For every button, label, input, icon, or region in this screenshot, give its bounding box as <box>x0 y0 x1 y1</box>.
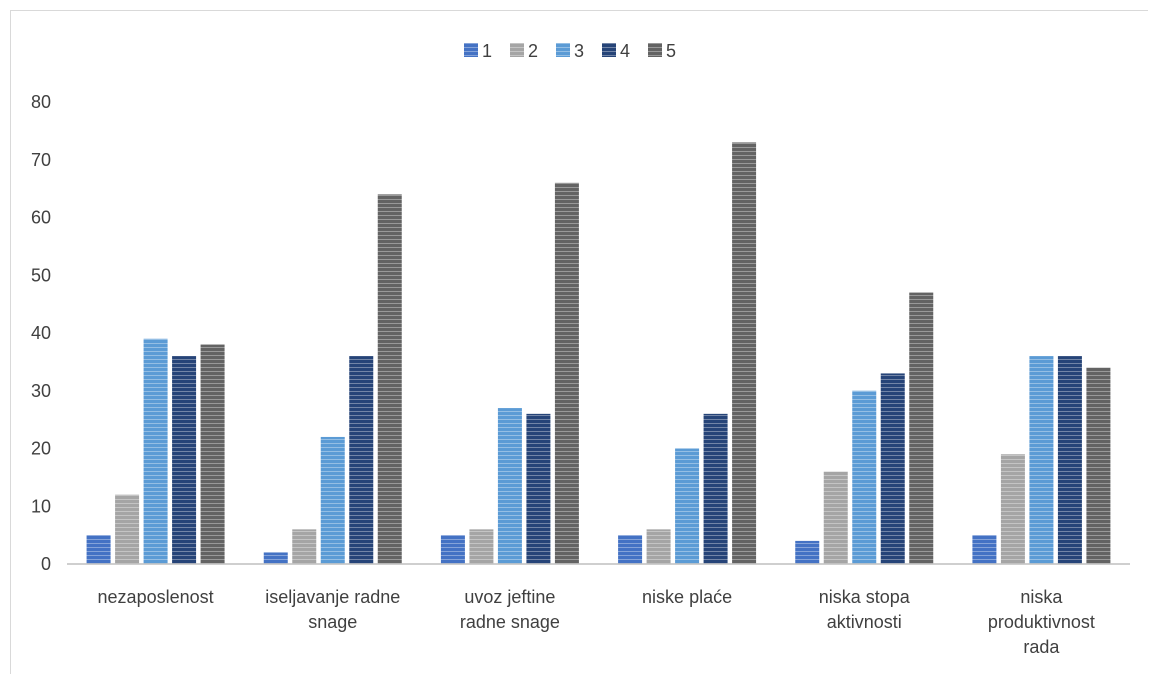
legend-swatch-1 <box>464 43 478 57</box>
y-tick-label: 70 <box>31 150 51 170</box>
bar-series-3-cat-2 <box>497 408 522 564</box>
y-tick-label: 50 <box>31 265 51 285</box>
legend-label-3: 3 <box>574 41 584 61</box>
bar-series-4-cat-5 <box>1057 356 1082 564</box>
bar-series-2-cat-1 <box>292 529 317 564</box>
legend-label-2: 2 <box>528 41 538 61</box>
x-category-label: iseljavanje radne snage <box>265 587 400 632</box>
bar-series-5-cat-0 <box>200 344 225 564</box>
y-tick-label: 30 <box>31 381 51 401</box>
y-tick-label: 0 <box>41 554 51 574</box>
legend-label-5: 5 <box>666 41 676 61</box>
legend-swatch-4 <box>602 43 616 57</box>
chart-frame <box>10 10 1148 674</box>
y-tick-label: 20 <box>31 439 51 459</box>
bar-series-1-cat-5 <box>972 535 997 564</box>
bar-series-1-cat-2 <box>440 535 465 564</box>
bar-series-1-cat-0 <box>86 535 111 564</box>
legend-label-1: 1 <box>482 41 492 61</box>
legend-label-4: 4 <box>620 41 630 61</box>
bar-series-3-cat-4 <box>852 390 877 564</box>
bar-series-3-cat-5 <box>1029 356 1054 564</box>
bar-series-5-cat-4 <box>909 292 934 564</box>
bar-series-3-cat-3 <box>675 448 700 564</box>
legend-swatch-2 <box>510 43 524 57</box>
legend: 1 2 3 4 5 <box>464 41 676 61</box>
y-tick-label: 80 <box>31 92 51 112</box>
x-category-label: niska produktivnost rada <box>988 587 1095 657</box>
y-tick-label: 10 <box>31 496 51 516</box>
bar-series-1-cat-3 <box>618 535 643 564</box>
bar-series-2-cat-3 <box>646 529 671 564</box>
bar-series-5-cat-5 <box>1086 367 1111 564</box>
bar-series-4-cat-3 <box>703 413 728 564</box>
y-axis: 0 10 20 30 40 50 60 70 80 <box>31 92 51 574</box>
y-tick-label: 40 <box>31 323 51 343</box>
bar-series-2-cat-4 <box>823 471 848 564</box>
bar-series-5-cat-2 <box>554 182 579 564</box>
bar-series-4-cat-0 <box>172 356 197 564</box>
x-category-label: niska stopa aktivnosti <box>819 587 911 632</box>
bar-series-4-cat-4 <box>880 373 905 564</box>
bar-series-4-cat-2 <box>526 413 551 564</box>
bar-series-3-cat-1 <box>320 436 345 564</box>
bar-series-1-cat-4 <box>795 540 820 564</box>
bars <box>86 142 1111 565</box>
bar-series-4-cat-1 <box>349 356 374 564</box>
bar-series-2-cat-0 <box>115 494 140 564</box>
bar-series-2-cat-2 <box>469 529 494 564</box>
bar-series-1-cat-1 <box>263 552 288 564</box>
bar-series-3-cat-0 <box>143 338 168 564</box>
x-axis: nezaposlenost iseljavanje radne snage uvoz … <box>67 563 1130 657</box>
x-category-label: niske plaće <box>642 587 732 607</box>
bar-series-5-cat-1 <box>377 194 402 564</box>
bar-series-2-cat-5 <box>1000 454 1025 564</box>
bar-series-5-cat-3 <box>732 142 757 565</box>
legend-swatch-3 <box>556 43 570 57</box>
x-category-label: nezaposlenost <box>98 587 214 607</box>
y-tick-label: 60 <box>31 208 51 228</box>
legend-swatch-5 <box>648 43 662 57</box>
x-category-label: uvoz jeftine radne snage <box>460 587 560 632</box>
